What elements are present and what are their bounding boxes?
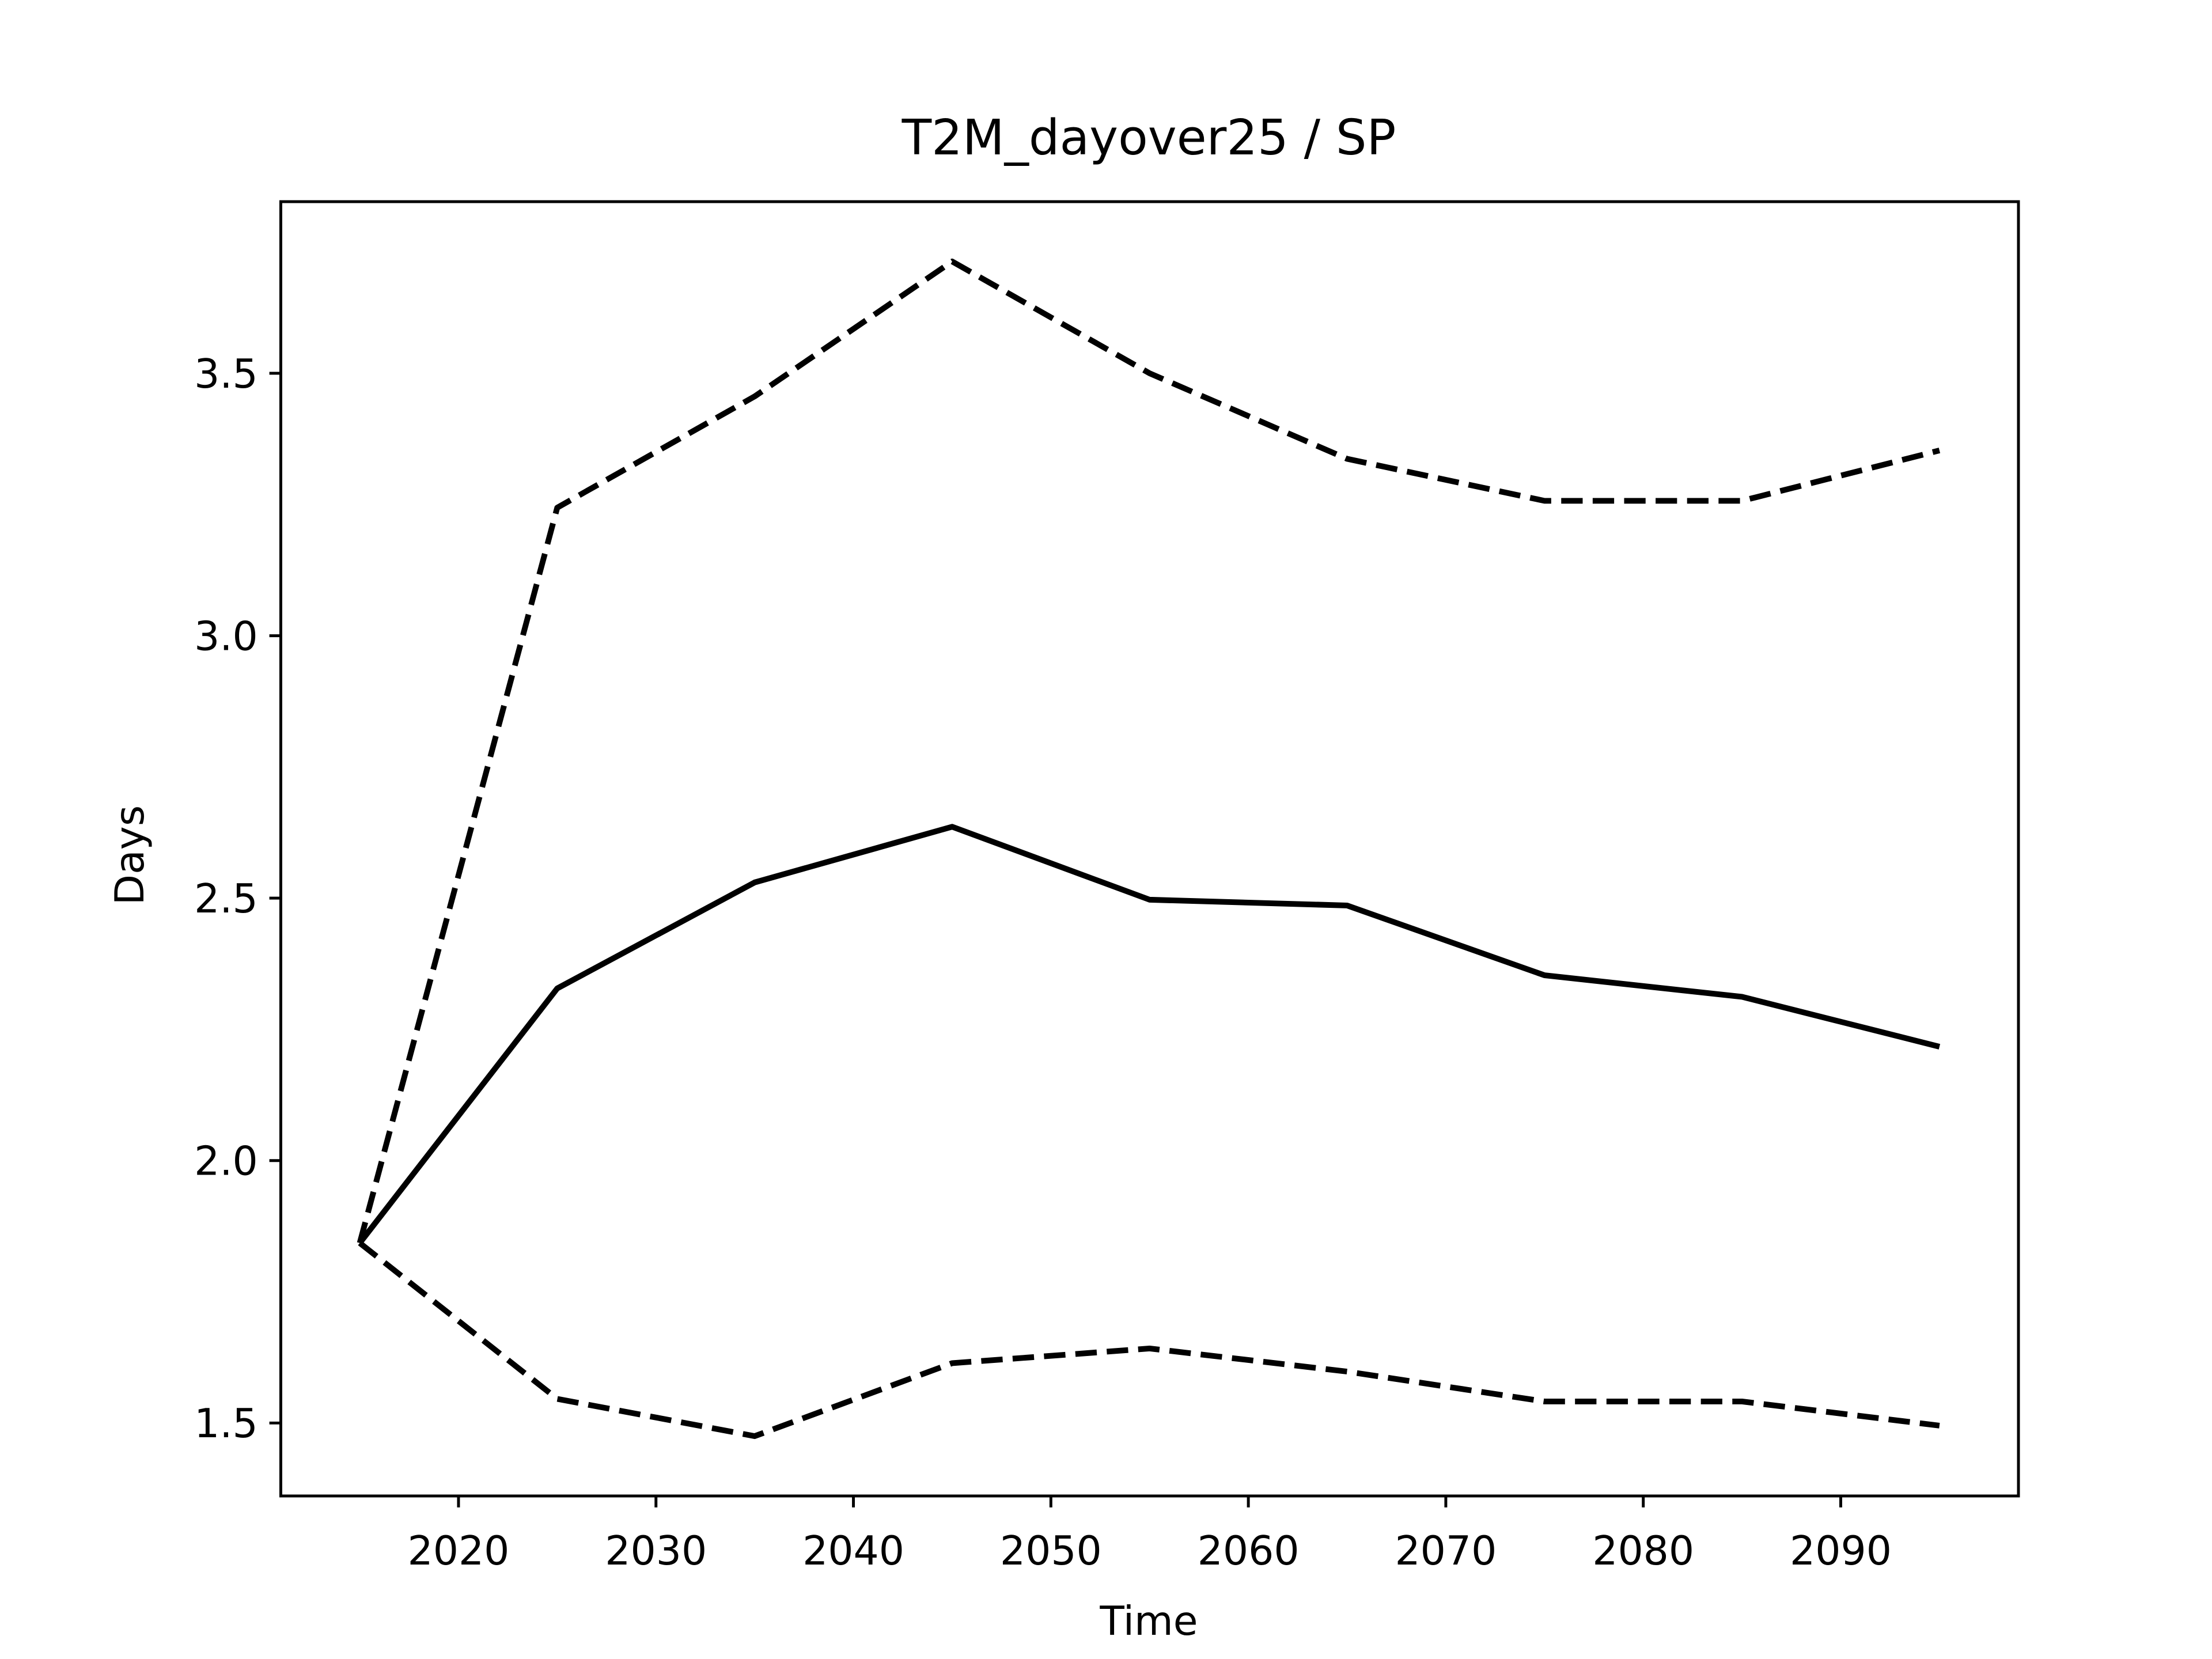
chart-title: T2M_dayover25 / SP [902, 109, 1396, 166]
x-tick-label: 2050 [1000, 1528, 1102, 1574]
y-tick-label: 2.5 [194, 876, 258, 922]
y-axis-label: Days [107, 805, 153, 905]
y-tick-label: 1.5 [194, 1400, 258, 1447]
x-tick-label: 2030 [605, 1528, 707, 1574]
y-tick-label: 3.5 [194, 351, 258, 397]
x-tick-label: 2080 [1592, 1528, 1694, 1574]
y-tick-label: 3.0 [194, 613, 258, 660]
x-tick-label: 2070 [1395, 1528, 1497, 1574]
series-line [357, 824, 1941, 1245]
x-tick-label: 2020 [408, 1528, 510, 1574]
plot-frame [279, 200, 2020, 1498]
x-tick-label: 2060 [1198, 1528, 1300, 1574]
x-tick-label: 2090 [1790, 1528, 1892, 1574]
y-tick-label: 2.0 [194, 1138, 258, 1185]
series-line [358, 1240, 1940, 1440]
series-line [357, 258, 1941, 1244]
x-tick-label: 2040 [802, 1528, 904, 1574]
x-axis-label: Time [1099, 1598, 1198, 1645]
